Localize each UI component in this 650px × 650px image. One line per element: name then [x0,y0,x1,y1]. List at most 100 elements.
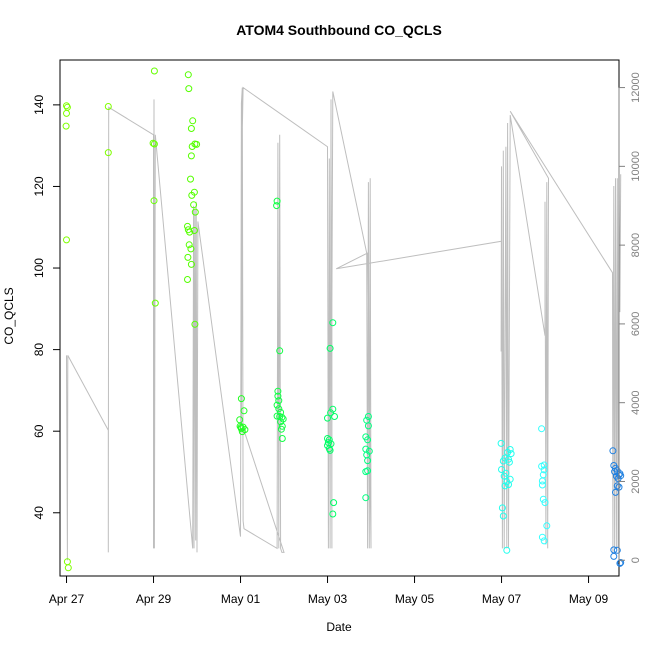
data-point [364,467,372,475]
data-point [190,227,198,234]
data-point [187,125,195,132]
data-point [149,139,157,147]
y-tick-label: 40 [32,506,46,520]
y-tick-label: 100 [32,258,46,278]
axes-layer: Apr 27 Apr 29 May 01 May 03 May 05 May 07 May … [32,72,642,606]
altitude-layer [66,86,622,561]
y2-tick-label: 12000 [630,72,642,103]
data-point [189,117,197,125]
data-point [184,71,192,79]
data-point [187,260,195,268]
data-point [538,481,546,489]
data-point [274,387,282,395]
data-point [184,253,192,261]
x-tick-label: Apr 27 [49,592,85,606]
data-point [505,458,513,466]
data-point [150,197,158,205]
data-point [541,499,549,507]
data-point [364,413,372,420]
data-point [277,418,285,426]
data-point [539,495,547,503]
y2-tick-label: 2000 [630,469,642,493]
y-tick-label: 80 [32,343,46,357]
data-point [364,422,372,430]
data-point [236,416,244,424]
data-point [498,466,505,473]
x-tick-label: May 05 [395,592,435,606]
data-point [193,140,201,148]
points-layer [62,67,625,572]
data-point [331,413,338,420]
data-point [276,347,284,355]
y2-tick-label: 6000 [630,312,642,336]
data-point [188,191,196,199]
data-point [185,85,193,93]
data-point [187,152,195,160]
data-point [273,197,281,205]
data-point [610,552,618,560]
data-point [613,482,621,490]
chart-title: ATOM4 Southbound CO_QCLS [236,22,442,38]
data-point [278,422,286,430]
data-point [150,67,158,75]
data-point [275,397,283,405]
altitude-line [66,86,622,561]
data-point [190,201,198,209]
data-point [273,412,281,420]
data-point [62,122,70,130]
data-point [538,477,546,485]
data-point [104,149,112,157]
y2-tick-label: 4000 [630,390,642,414]
data-point [273,401,281,409]
data-point [104,103,112,110]
y2-tick-label: 8000 [630,233,642,257]
y-axis-label: CO_QCLS [2,287,16,344]
data-point [499,512,507,520]
y-tick-label: 140 [32,95,46,115]
data-point [191,208,199,216]
data-point [326,344,334,352]
x-tick-label: May 01 [221,592,261,606]
data-point [238,428,246,436]
data-point [185,241,193,249]
data-point [187,245,195,253]
x-tick-label: May 09 [569,592,609,606]
y2-tick-label: 0 [630,557,642,563]
x-axis-label: Date [326,620,352,634]
y2-tick-label: 10000 [630,151,642,182]
data-point [151,299,159,307]
data-point [187,175,194,183]
data-point [504,448,512,456]
data-point [503,546,511,554]
y-tick-label: 120 [32,176,46,196]
data-point [507,450,515,458]
data-point [364,436,372,444]
data-point [329,510,337,518]
data-point [617,559,625,566]
data-point [540,466,548,474]
data-point [501,482,509,490]
data-point [543,522,551,530]
data-point [275,405,283,413]
data-point [184,276,191,283]
data-point [327,409,335,417]
data-point [609,447,617,455]
x-tick-label: May 07 [482,592,522,606]
plot-frame [59,59,620,577]
data-point [497,439,505,447]
data-point [505,481,512,489]
data-point [324,435,331,442]
data-point [327,440,335,448]
data-point [277,408,285,416]
x-tick-label: Apr 29 [136,592,172,606]
data-point [64,564,72,572]
data-point [150,140,158,148]
data-point [237,395,245,403]
data-point [326,446,334,454]
data-point [324,414,331,422]
data-point [237,424,245,431]
data-point [278,413,286,421]
data-point [362,494,370,502]
data-point [498,504,506,512]
